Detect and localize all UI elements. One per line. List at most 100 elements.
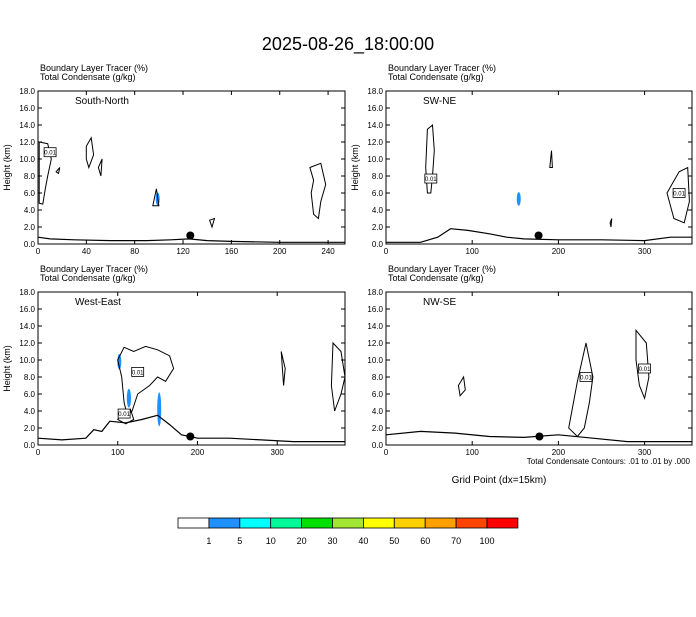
colorbar-cell — [177, 517, 210, 529]
y-tick-label: 14.0 — [367, 121, 383, 130]
y-tick-label: 8.0 — [372, 172, 384, 181]
y-tick-label: 4.0 — [372, 407, 384, 416]
contour-label-box — [638, 363, 651, 374]
y-tick-label: 14.0 — [367, 322, 383, 331]
condensate-contour — [309, 162, 327, 220]
panel-3: Boundary Layer Tracer (%)Total Condensat… — [2, 264, 346, 457]
condensate-contour — [97, 158, 103, 177]
y-tick-label: 16.0 — [19, 104, 35, 113]
condensate-contour — [117, 345, 175, 417]
condensate-contour — [609, 218, 613, 228]
condensate-contour — [635, 328, 650, 401]
colorbar-label: 20 — [297, 536, 307, 546]
panel-header-condensate: Total Condensate (g/kg) — [40, 273, 136, 283]
y-axis-label: Height (km) — [2, 144, 12, 191]
colorbar-cell — [424, 517, 457, 529]
x-tick-label: 40 — [82, 247, 91, 256]
terrain-line — [386, 228, 692, 243]
y-tick-label: 0.0 — [372, 240, 384, 249]
y-tick-label: 14.0 — [19, 121, 35, 130]
panel-label: West-East — [75, 297, 121, 308]
panel-header-tracer: Boundary Layer Tracer (%) — [388, 264, 496, 274]
contour-label: 0.01 — [580, 376, 592, 382]
colorbar-label: 70 — [451, 536, 461, 546]
panel-header-condensate: Total Condensate (g/kg) — [388, 273, 484, 283]
terrain-line — [37, 236, 345, 243]
panel-label: NW-SE — [423, 297, 456, 308]
y-tick-label: 12.0 — [367, 138, 383, 147]
colorbar-cell — [332, 517, 364, 529]
colorbar-cell — [301, 517, 333, 529]
location-marker — [534, 231, 543, 240]
colorbar-cell — [270, 517, 303, 529]
x-tick-label: 0 — [384, 247, 389, 256]
condensate-contour — [568, 342, 594, 438]
contour-label: 0.01 — [118, 412, 130, 418]
panel-header-tracer: Boundary Layer Tracer (%) — [40, 63, 148, 73]
contour-label: 0.01 — [425, 177, 437, 183]
panel-header-condensate: Total Condensate (g/kg) — [40, 72, 136, 82]
y-tick-label: 2.0 — [372, 424, 384, 433]
colorbar-cell — [486, 517, 519, 529]
panel-4: Boundary Layer Tracer (%)Total Condensat… — [367, 264, 693, 486]
y-tick-label: 10.0 — [367, 356, 383, 365]
y-tick-label: 18.0 — [19, 87, 35, 96]
y-tick-label: 18.0 — [367, 288, 383, 297]
panel-frame — [385, 90, 693, 245]
y-tick-label: 2.0 — [372, 223, 384, 232]
condensate-contour — [280, 351, 286, 386]
condensate-contour — [330, 341, 346, 412]
condensate-contour — [208, 217, 216, 229]
condensate-contour — [425, 123, 435, 194]
colorbar-label: 40 — [358, 536, 368, 546]
tracer-blob — [157, 392, 162, 427]
panel-1: Boundary Layer Tracer (%)Total Condensat… — [2, 63, 346, 256]
y-tick-label: 8.0 — [24, 172, 36, 181]
x-tick-label: 100 — [466, 448, 480, 457]
condensate-contour — [666, 166, 690, 224]
y-tick-label: 6.0 — [372, 390, 384, 399]
x-tick-label: 100 — [111, 448, 125, 457]
y-tick-label: 2.0 — [24, 424, 36, 433]
colorbar-label: 30 — [327, 536, 337, 546]
y-tick-label: 18.0 — [367, 87, 383, 96]
y-tick-label: 16.0 — [19, 305, 35, 314]
contour-label-box — [672, 188, 686, 198]
panel-frame — [37, 291, 346, 446]
contour-label: 0.01 — [44, 151, 56, 157]
panel-2: Boundary Layer Tracer (%)Total Condensat… — [350, 63, 693, 256]
condensate-contour — [38, 141, 52, 205]
location-marker — [535, 432, 544, 441]
panel-label: SW-NE — [423, 96, 456, 107]
condensate-contour — [549, 150, 553, 168]
colorbar-label: 5 — [237, 536, 242, 546]
y-tick-label: 8.0 — [372, 373, 384, 382]
tracer-blob — [516, 192, 521, 206]
x-tick-label: 100 — [466, 247, 480, 256]
panel-frame — [37, 90, 346, 245]
contour-label-box — [579, 372, 593, 382]
x-tick-label: 200 — [191, 448, 205, 457]
y-tick-label: 10.0 — [19, 155, 35, 164]
location-marker — [186, 432, 195, 441]
x-tick-label: 0 — [384, 448, 389, 457]
tracer-blob — [126, 388, 132, 408]
panel-header-tracer: Boundary Layer Tracer (%) — [40, 264, 148, 274]
contour-label: 0.01 — [639, 367, 651, 373]
contour-label-box — [43, 147, 57, 158]
colorbar-cell — [455, 517, 488, 529]
y-tick-label: 18.0 — [19, 288, 35, 297]
y-tick-label: 6.0 — [24, 189, 36, 198]
y-axis-label: Height (km) — [350, 144, 360, 191]
x-tick-label: 80 — [130, 247, 139, 256]
panel-header-tracer: Boundary Layer Tracer (%) — [388, 63, 496, 73]
y-tick-label: 4.0 — [24, 407, 36, 416]
y-tick-label: 6.0 — [372, 189, 384, 198]
x-tick-label: 200 — [273, 247, 287, 256]
colorbar-label: 1 — [206, 536, 211, 546]
y-tick-label: 4.0 — [24, 206, 36, 215]
terrain-line — [385, 430, 692, 443]
panel-frame — [385, 291, 693, 446]
